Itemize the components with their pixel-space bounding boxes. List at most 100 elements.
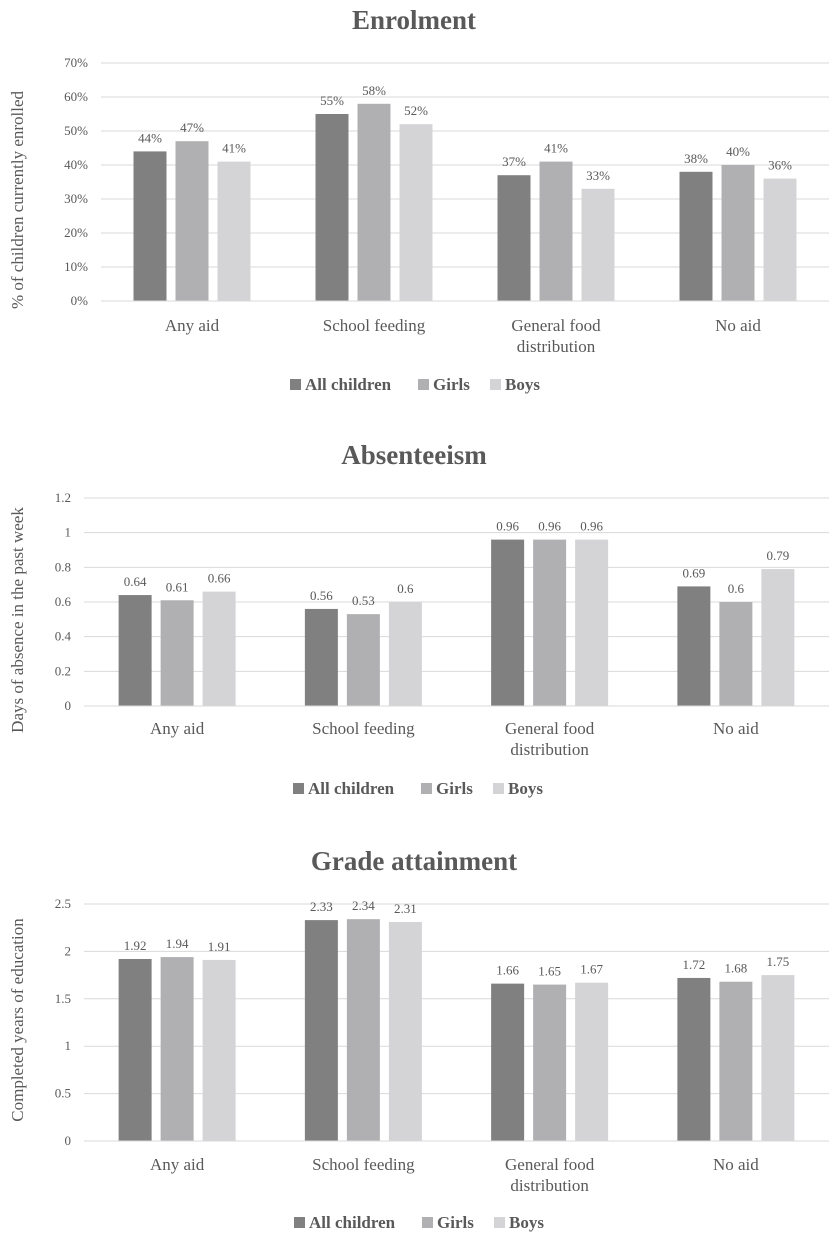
x-tick-label: School feeding bbox=[323, 316, 426, 335]
bar-girls bbox=[721, 165, 755, 301]
bar-boys bbox=[388, 922, 422, 1141]
y-tick-label: 1.2 bbox=[55, 490, 71, 505]
bar-girls bbox=[175, 141, 209, 301]
data-label: 2.31 bbox=[394, 901, 417, 916]
data-label: 2.33 bbox=[310, 899, 333, 914]
legend-label: Girls bbox=[437, 1213, 474, 1232]
data-label: 55% bbox=[320, 93, 344, 108]
x-tick-label: Any aid bbox=[150, 719, 205, 738]
data-label: 0.61 bbox=[166, 579, 189, 594]
data-label: 0.6 bbox=[397, 581, 414, 596]
data-label: 1.75 bbox=[767, 954, 790, 969]
y-tick-label: 40% bbox=[64, 157, 88, 172]
y-tick-label: 0 bbox=[65, 698, 72, 713]
data-label: 0.64 bbox=[124, 574, 147, 589]
data-label: 38% bbox=[684, 151, 708, 166]
y-tick-label: 0% bbox=[71, 293, 89, 308]
y-tick-label: 1 bbox=[65, 1038, 72, 1053]
data-label: 44% bbox=[138, 130, 162, 145]
x-tick-label: Any aid bbox=[150, 1155, 205, 1174]
legend-label: Boys bbox=[508, 779, 543, 798]
bar-girls bbox=[719, 981, 753, 1141]
y-tick-label: 2.5 bbox=[55, 896, 71, 911]
data-label: 47% bbox=[180, 120, 204, 135]
data-label: 1.91 bbox=[208, 939, 231, 954]
bar-all-children bbox=[133, 151, 167, 301]
legend-swatch bbox=[418, 379, 429, 390]
legend-label: Girls bbox=[436, 779, 473, 798]
bar-boys bbox=[575, 539, 609, 706]
bar-boys bbox=[763, 178, 797, 301]
data-label: 58% bbox=[362, 83, 386, 98]
bar-boys bbox=[761, 975, 795, 1141]
data-label: 0.69 bbox=[683, 565, 706, 580]
y-axis-label: Completed years of education bbox=[8, 918, 27, 1122]
x-tick-label: General food distribution bbox=[505, 719, 595, 759]
y-tick-label: 70% bbox=[64, 55, 88, 70]
legend: All children Girls Boys bbox=[290, 375, 540, 394]
legend-label: All children bbox=[309, 1213, 396, 1232]
y-tick-label: 0 bbox=[65, 1133, 72, 1148]
data-label: 37% bbox=[502, 154, 526, 169]
bar-all-children bbox=[677, 977, 711, 1141]
y-tick-label: 0.5 bbox=[55, 1086, 71, 1101]
legend-swatch bbox=[294, 1217, 305, 1228]
bar-boys bbox=[761, 569, 795, 706]
bar-girls bbox=[346, 614, 380, 706]
data-label: 0.96 bbox=[496, 519, 519, 534]
chart-0: Enrolment % of children currently enrolle… bbox=[8, 5, 829, 394]
bar-girls bbox=[346, 919, 380, 1141]
legend-label: Girls bbox=[433, 375, 470, 394]
y-tick-label: 1 bbox=[65, 525, 72, 540]
bar-boys bbox=[581, 188, 615, 301]
bar-girls bbox=[533, 984, 567, 1141]
legend: All children Girls Boys bbox=[293, 779, 543, 798]
y-tick-label: 50% bbox=[64, 123, 88, 138]
legend-swatch bbox=[422, 1217, 433, 1228]
chart-title: Grade attainment bbox=[311, 846, 517, 876]
data-label: 2.34 bbox=[352, 898, 375, 913]
chart-1: Absenteeism Days of absence in the past w… bbox=[8, 440, 829, 798]
y-tick-label: 0.8 bbox=[55, 559, 71, 574]
legend-swatch bbox=[421, 783, 432, 794]
data-label: 0.56 bbox=[310, 588, 333, 603]
bar-all-children bbox=[118, 958, 152, 1141]
bar-girls bbox=[719, 602, 753, 706]
y-axis-label: Days of absence in the past week bbox=[8, 507, 27, 733]
data-label: 1.67 bbox=[580, 962, 603, 977]
legend-label: All children bbox=[305, 375, 392, 394]
legend-label: Boys bbox=[505, 375, 540, 394]
data-label: 33% bbox=[586, 168, 610, 183]
data-label: 1.94 bbox=[166, 936, 189, 951]
bar-girls bbox=[533, 539, 567, 706]
y-tick-label: 0.4 bbox=[55, 629, 72, 644]
bar-girls bbox=[160, 600, 194, 706]
bar-all-children bbox=[677, 586, 711, 706]
y-tick-label: 0.2 bbox=[55, 663, 71, 678]
y-tick-label: 0.6 bbox=[55, 594, 72, 609]
y-tick-label: 30% bbox=[64, 191, 88, 206]
data-label: 41% bbox=[222, 141, 246, 156]
data-label: 41% bbox=[544, 141, 568, 156]
bar-girls bbox=[357, 103, 391, 301]
bar-all-children bbox=[118, 595, 152, 706]
legend-swatch bbox=[293, 783, 304, 794]
data-label: 1.66 bbox=[496, 963, 519, 978]
x-tick-label: General food distribution bbox=[511, 316, 601, 356]
bar-boys bbox=[202, 591, 236, 706]
data-label: 40% bbox=[726, 144, 750, 159]
y-tick-label: 20% bbox=[64, 225, 88, 240]
data-label: 0.79 bbox=[767, 548, 790, 563]
y-tick-label: 2 bbox=[65, 943, 72, 958]
data-label: 36% bbox=[768, 158, 792, 173]
legend-swatch bbox=[290, 379, 301, 390]
chart-title: Absenteeism bbox=[341, 440, 487, 470]
x-tick-label: General food distribution bbox=[505, 1155, 595, 1195]
y-tick-label: 10% bbox=[64, 259, 88, 274]
data-label: 1.72 bbox=[683, 957, 706, 972]
bar-boys bbox=[399, 124, 433, 301]
x-tick-label: No aid bbox=[713, 719, 759, 738]
bar-boys bbox=[217, 161, 251, 301]
bar-all-children bbox=[497, 175, 531, 301]
